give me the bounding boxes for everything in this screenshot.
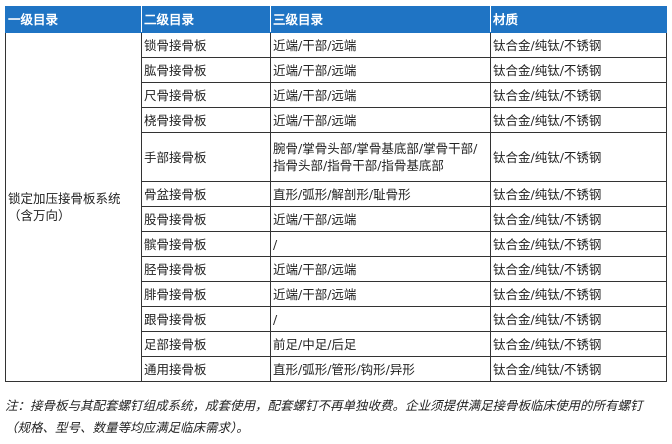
- table-row: 胫骨接骨板 近端/干部/远端 钛合金/纯钛/不锈钢: [6, 256, 667, 282]
- level2-cell: 肱骨接骨板: [141, 57, 271, 83]
- material-cell: 钛合金/纯钛/不锈钢: [490, 231, 667, 257]
- header-row: 一级目录 二级目录 三级目录 材质: [5, 6, 667, 33]
- table-row: 手部接骨板 腕骨/掌骨头部/掌骨基底部/掌骨干部/指骨头部/指骨干部/指骨基底部钛…: [6, 132, 667, 182]
- material-cell: 钛合金/纯钛/不锈钢: [490, 206, 667, 232]
- level3-cell: 直形/弧形/解剖形/耻骨形: [270, 181, 491, 207]
- level1-cell: 锁定加压接骨板系统（含万向）: [5, 32, 142, 382]
- material-cell: 钛合金/纯钛/不锈钢: [490, 57, 667, 83]
- table-row: 肱骨接骨板 近端/干部/远端 钛合金/纯钛/不锈钢: [6, 57, 667, 83]
- material-cell: 钛合金/纯钛/不锈钢: [490, 181, 667, 207]
- footnote: 注：接骨板与其配套螺钉组成系统，成套使用，配套螺钉不再单独收费。企业须提供满足接…: [5, 398, 643, 435]
- level2-cell: 股骨接骨板: [141, 206, 271, 232]
- level3-cell: 前足/中足/后足: [270, 331, 491, 357]
- table-row: 股骨接骨板 近端/干部/远端 钛合金/纯钛/不锈钢: [6, 206, 667, 232]
- level3-cell: 近端/干部/远端: [270, 82, 491, 108]
- level2-cell: 骨盆接骨板: [141, 181, 271, 207]
- level3-cell: 近端/干部/远端: [270, 281, 491, 307]
- level3-cell: 腕骨/掌骨头部/掌骨基底部/掌骨干部/指骨头部/指骨干部/指骨基底部: [270, 132, 491, 182]
- level3-cell: 近端/干部/远端: [270, 57, 491, 83]
- header-level3: 三级目录: [270, 6, 491, 33]
- level3-cell: /: [270, 306, 491, 332]
- material-cell: 钛合金/纯钛/不锈钢: [490, 132, 667, 182]
- level3-cell: /: [270, 231, 491, 257]
- header-material: 材质: [490, 6, 667, 33]
- table-row: 尺骨接骨板 近端/干部/远端 钛合金/纯钛/不锈钢: [6, 82, 667, 108]
- level2-cell: 桡骨接骨板: [141, 107, 271, 133]
- table-row: 锁定加压接骨板系统（含万向） 锁骨接骨板 近端/干部/远端 钛合金/纯钛/不锈钢: [5, 32, 667, 382]
- catalog-table: 一级目录 二级目录 三级目录 材质 锁定加压接骨板系统（含万向） 锁骨接骨板 近端/…: [5, 6, 667, 382]
- level2-cell: 手部接骨板: [141, 132, 271, 182]
- material-cell: 钛合金/纯钛/不锈钢: [490, 281, 667, 307]
- material-cell: 钛合金/纯钛/不锈钢: [490, 331, 667, 357]
- table-row: 腓骨接骨板 近端/干部/远端 钛合金/纯钛/不锈钢: [6, 281, 667, 307]
- level3-cell: 近端/干部/远端: [270, 107, 491, 133]
- header-level2: 二级目录: [141, 6, 271, 33]
- table-row: 髌骨接骨板 / 钛合金/纯钛/不锈钢: [6, 231, 667, 257]
- header-level1: 一级目录: [5, 6, 142, 33]
- table-row: 通用接骨板 直形/弧形/管形/钩形/异形 钛合金/纯钛/不锈钢: [6, 356, 667, 382]
- level2-cell: 尺骨接骨板: [141, 82, 271, 108]
- material-cell: 钛合金/纯钛/不锈钢: [490, 306, 667, 332]
- level2-cell: 锁骨接骨板: [141, 32, 271, 58]
- level2-cell: 胫骨接骨板: [141, 256, 271, 282]
- material-cell: 钛合金/纯钛/不锈钢: [490, 256, 667, 282]
- level3-cell: 近端/干部/远端: [270, 256, 491, 282]
- level2-cell: 腓骨接骨板: [141, 281, 271, 307]
- level2-cell: 通用接骨板: [141, 356, 271, 382]
- level3-cell: 直形/弧形/管形/钩形/异形: [270, 356, 491, 382]
- level3-cell: 近端/干部/远端: [270, 32, 491, 58]
- level2-cell: 跟骨接骨板: [141, 306, 271, 332]
- level2-cell: 足部接骨板: [141, 331, 271, 357]
- material-cell: 钛合金/纯钛/不锈钢: [490, 356, 667, 382]
- material-cell: 钛合金/纯钛/不锈钢: [490, 32, 667, 58]
- material-cell: 钛合金/纯钛/不锈钢: [490, 107, 667, 133]
- level3-cell: 近端/干部/远端: [270, 206, 491, 232]
- level2-cell: 髌骨接骨板: [141, 231, 271, 257]
- table-row: 桡骨接骨板 近端/干部/远端 钛合金/纯钛/不锈钢: [6, 107, 667, 133]
- material-cell: 钛合金/纯钛/不锈钢: [490, 82, 667, 108]
